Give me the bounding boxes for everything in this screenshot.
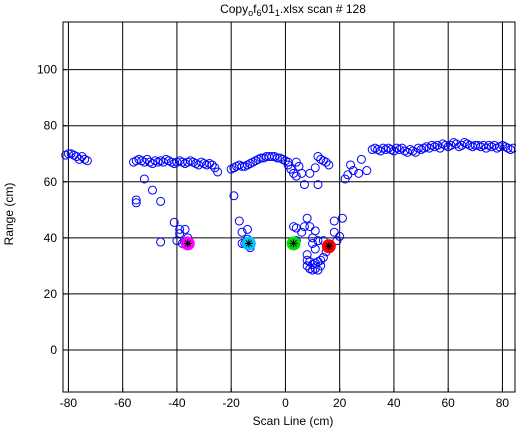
scan-point <box>316 255 326 265</box>
star-marker <box>244 239 253 248</box>
scan-point <box>169 217 179 227</box>
x-tick-label: -80 <box>60 396 78 410</box>
scan-point <box>313 180 323 190</box>
scan-point <box>237 227 247 237</box>
x-tick-label: 60 <box>442 396 456 410</box>
scan-point <box>508 143 516 153</box>
scan-point <box>310 244 320 254</box>
scan-point <box>242 224 252 234</box>
scan-point <box>207 160 217 170</box>
scan-point <box>291 157 301 167</box>
scan-point <box>229 191 239 201</box>
scan-point <box>354 168 364 178</box>
ticks <box>63 69 503 392</box>
x-tick-label: 0 <box>282 396 289 410</box>
y-tick-label: 20 <box>44 287 58 301</box>
title-part: f <box>253 2 257 16</box>
title-subscript: o <box>248 8 253 18</box>
scan-point <box>335 231 345 241</box>
scan-point <box>481 143 491 153</box>
scan-point <box>299 222 309 232</box>
y-axis-label: Range (cm) <box>2 183 16 246</box>
scan-point <box>291 171 301 181</box>
scan-point <box>310 226 320 236</box>
scan-point <box>180 224 190 234</box>
scan-point <box>156 237 166 247</box>
title-subscript: 6 <box>256 8 261 18</box>
scan-point <box>313 236 323 246</box>
scan-point <box>237 161 247 171</box>
axes-frame <box>62 21 516 393</box>
scan-point <box>148 159 158 169</box>
y-tick-label: 40 <box>44 231 58 245</box>
scan-point <box>234 216 244 226</box>
scan-point <box>424 143 434 153</box>
scan-point <box>318 252 328 262</box>
x-tick-label: 20 <box>333 396 347 410</box>
title-part: Copy <box>220 2 248 16</box>
scan-point <box>82 156 92 166</box>
x-tick-labels: -80 -60 -40 -20 0 20 40 60 80 <box>60 396 510 410</box>
scan-point <box>316 261 326 271</box>
scan-point <box>299 180 309 190</box>
x-axis-label: Scan Line (cm) <box>253 414 334 428</box>
scan-point <box>389 146 399 156</box>
scan-point <box>148 185 158 195</box>
y-tick-label: 100 <box>37 63 57 77</box>
chart-title: Copyof6011.xlsx scan # 128 <box>220 2 366 18</box>
x-tick-label: -60 <box>114 396 132 410</box>
star-marker <box>183 239 192 248</box>
scan-point <box>63 149 73 159</box>
scan-point <box>72 152 82 162</box>
plot-area <box>61 138 516 275</box>
scan-point <box>362 166 372 176</box>
x-tick-label: -20 <box>223 396 241 410</box>
scan-point <box>337 213 347 223</box>
scan-point <box>375 146 385 156</box>
star-marker <box>289 239 298 248</box>
scan-point <box>297 227 307 237</box>
scan-point <box>346 160 356 170</box>
scan-point <box>156 196 166 206</box>
scan-point <box>356 154 366 164</box>
scan-point <box>139 174 149 184</box>
scan-point <box>175 224 185 234</box>
title-part: .xlsx scan # 128 <box>280 2 366 16</box>
star-marker <box>324 242 333 251</box>
scan-point <box>131 198 141 208</box>
scan-point <box>213 167 223 177</box>
scan-point <box>131 195 141 205</box>
title-part: 01 <box>261 2 275 16</box>
scan-point <box>308 238 318 248</box>
y-tick-label: 80 <box>44 119 58 133</box>
scan-point <box>310 163 320 173</box>
scan-point <box>329 216 339 226</box>
title-subscript: 1 <box>275 8 280 18</box>
x-tick-label: 80 <box>496 396 510 410</box>
scan-point <box>321 157 331 167</box>
y-tick-labels: 0 20 40 60 80 100 <box>37 63 57 357</box>
y-tick-label: 60 <box>44 175 58 189</box>
x-tick-label: 40 <box>387 396 401 410</box>
y-tick-label: 0 <box>50 343 57 357</box>
scan-point <box>272 153 282 163</box>
scan-point <box>348 166 358 176</box>
x-tick-label: -40 <box>168 396 186 410</box>
scan-point <box>302 213 312 223</box>
scan-point <box>324 160 334 170</box>
